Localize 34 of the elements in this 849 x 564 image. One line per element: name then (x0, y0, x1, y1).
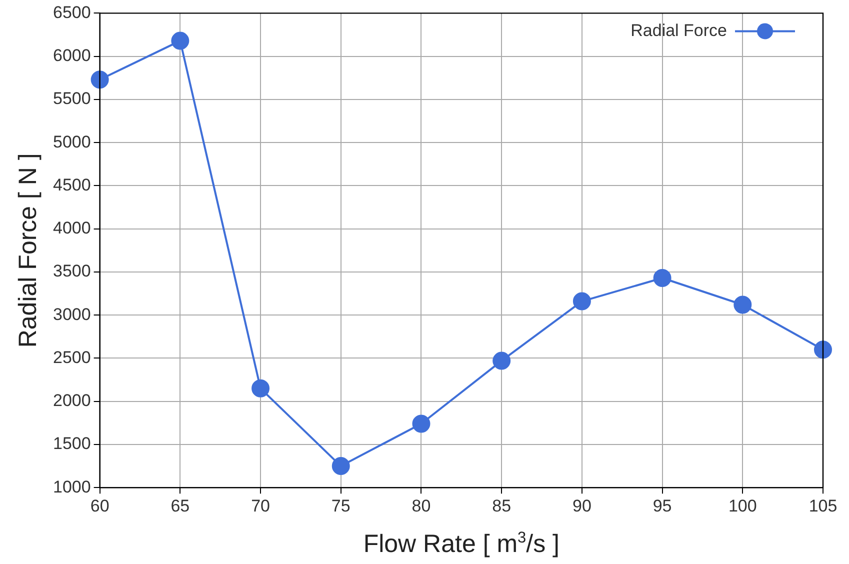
y-tick-label: 5000 (52, 132, 91, 152)
point (90, 70, 109, 89)
y-axis-title: Radial Force [ N ] (14, 153, 42, 348)
x-tick-label: 90 (572, 496, 592, 516)
x-tick-label: 60 (90, 496, 110, 516)
point (572, 292, 591, 310)
y-tick-label: 1500 (52, 434, 91, 454)
y-tick-label: 1000 (52, 477, 91, 496)
point (492, 352, 511, 370)
x-tick-label: 85 (492, 496, 512, 516)
y-tick-label: 2500 (52, 348, 91, 367)
x-tick-label: 100 (728, 496, 757, 516)
point (171, 32, 190, 50)
y-tick-label: 2000 (52, 391, 91, 410)
x-tick-label: 80 (412, 496, 431, 516)
y-tick-label: 6500 (52, 2, 91, 22)
x-tick-label: 70 (251, 496, 270, 516)
point (332, 457, 350, 476)
point (653, 269, 672, 287)
x-tick-label: 95 (652, 496, 672, 516)
y-tick-label: 5500 (52, 89, 91, 108)
point (814, 340, 832, 359)
y-tick-label: 4500 (52, 175, 91, 194)
x-tick-label: 75 (331, 496, 350, 516)
point (734, 296, 752, 314)
legend-label: Radial Force (630, 20, 728, 40)
y-tick-label: 3000 (52, 304, 91, 324)
point (252, 379, 270, 398)
y-tick-label: 6000 (52, 46, 91, 66)
y-tick-label: 4000 (52, 218, 91, 238)
x-tick-label: 65 (170, 496, 190, 516)
x-tick-label: 105 (808, 496, 838, 516)
y-tick-label: 3500 (52, 262, 91, 281)
point (412, 414, 430, 433)
